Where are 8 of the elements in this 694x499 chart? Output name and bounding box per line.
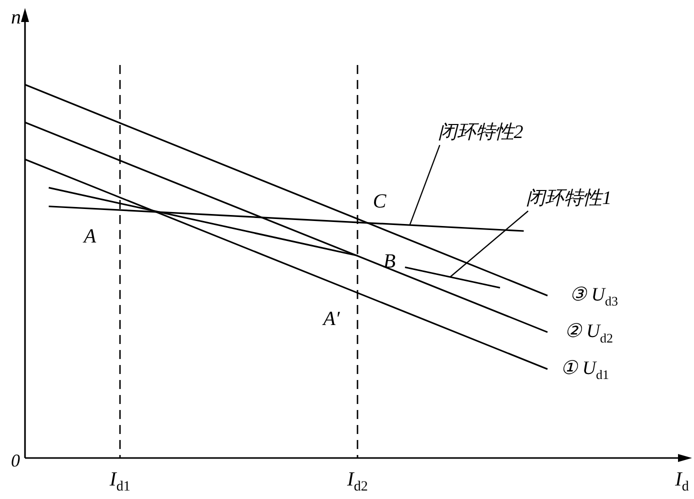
annotation: C: [372, 190, 387, 212]
text: 0: [11, 450, 20, 471]
text: 闭环特性1: [526, 188, 612, 209]
annotation: A: [82, 226, 97, 248]
annotation: B: [383, 250, 396, 272]
annotation: A′: [321, 308, 340, 330]
text: 闭环特性2: [438, 122, 524, 144]
y-axis-title: n: [11, 6, 21, 28]
